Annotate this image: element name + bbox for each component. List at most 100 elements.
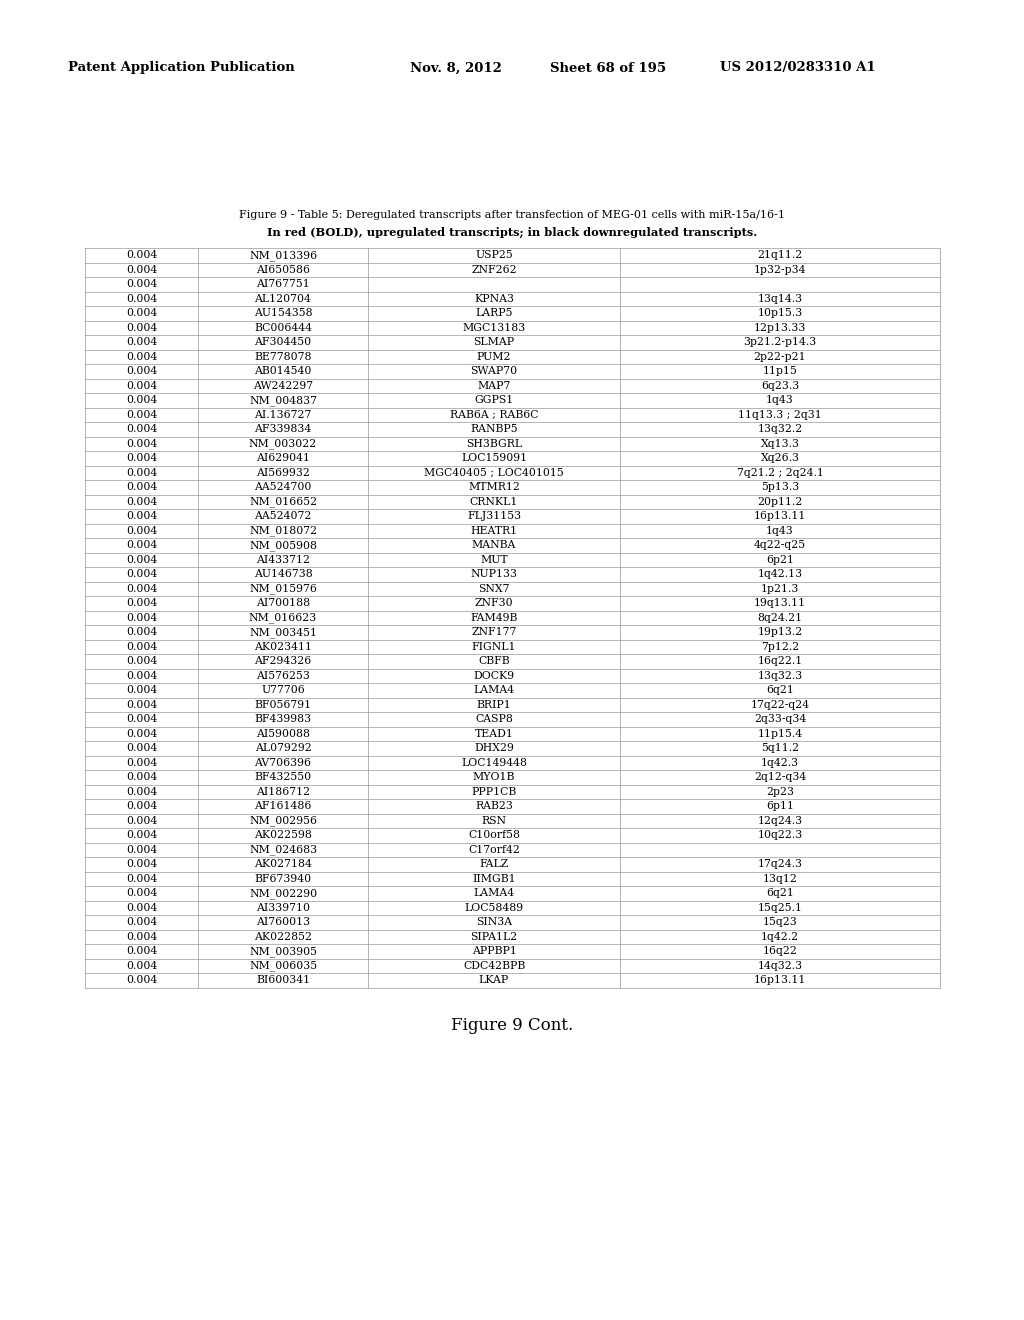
Text: 0.004: 0.004 (126, 685, 157, 696)
Text: 12q24.3: 12q24.3 (758, 816, 803, 826)
Text: BRIP1: BRIP1 (476, 700, 511, 710)
Text: 0.004: 0.004 (126, 453, 157, 463)
Text: AI760013: AI760013 (256, 917, 310, 927)
Text: AK022598: AK022598 (254, 830, 312, 841)
Text: LOC159091: LOC159091 (461, 453, 527, 463)
Text: MAP7: MAP7 (477, 380, 511, 391)
Text: 0.004: 0.004 (126, 859, 157, 870)
Text: NM_002956: NM_002956 (249, 816, 317, 826)
Text: BF432550: BF432550 (254, 772, 311, 783)
Text: PPP1CB: PPP1CB (471, 787, 517, 797)
Text: 0.004: 0.004 (126, 671, 157, 681)
Text: 0.004: 0.004 (126, 932, 157, 941)
Text: ZNF177: ZNF177 (471, 627, 517, 638)
Text: 0.004: 0.004 (126, 511, 157, 521)
Text: Sheet 68 of 195: Sheet 68 of 195 (550, 62, 667, 74)
Text: 1q42.2: 1q42.2 (761, 932, 799, 941)
Text: SH3BGRL: SH3BGRL (466, 438, 522, 449)
Text: NM_004837: NM_004837 (249, 395, 317, 405)
Text: 6p11: 6p11 (766, 801, 794, 812)
Text: HEATR1: HEATR1 (470, 525, 517, 536)
Text: NM_003022: NM_003022 (249, 438, 317, 449)
Text: 16q22: 16q22 (763, 946, 798, 956)
Text: 11p15.4: 11p15.4 (758, 729, 803, 739)
Text: 3p21.2-p14.3: 3p21.2-p14.3 (743, 337, 816, 347)
Text: NM_015976: NM_015976 (249, 583, 317, 594)
Text: AB014540: AB014540 (254, 366, 311, 376)
Text: Figure 9 Cont.: Figure 9 Cont. (451, 1016, 573, 1034)
Text: BC006444: BC006444 (254, 323, 312, 333)
Text: FIGNL1: FIGNL1 (472, 642, 516, 652)
Text: 12p13.33: 12p13.33 (754, 323, 806, 333)
Text: 11q13.3 ; 2q31: 11q13.3 ; 2q31 (738, 409, 822, 420)
Text: 0.004: 0.004 (126, 309, 157, 318)
Text: 0.004: 0.004 (126, 496, 157, 507)
Text: 15q25.1: 15q25.1 (758, 903, 803, 912)
Text: 13q14.3: 13q14.3 (758, 294, 803, 304)
Text: 0.004: 0.004 (126, 366, 157, 376)
Text: AL120704: AL120704 (255, 294, 311, 304)
Text: AI339710: AI339710 (256, 903, 310, 912)
Text: AA524700: AA524700 (254, 482, 311, 492)
Text: 1p32-p34: 1p32-p34 (754, 265, 806, 275)
Text: LOC58489: LOC58489 (465, 903, 523, 912)
Text: AU154358: AU154358 (254, 309, 312, 318)
Text: C17orf42: C17orf42 (468, 845, 520, 855)
Text: 6q23.3: 6q23.3 (761, 380, 799, 391)
Text: 6p21: 6p21 (766, 554, 794, 565)
Text: AI433712: AI433712 (256, 554, 310, 565)
Text: AV706396: AV706396 (255, 758, 311, 768)
Text: MYO1B: MYO1B (473, 772, 515, 783)
Text: CDC42BPB: CDC42BPB (463, 961, 525, 970)
Text: IIMGB1: IIMGB1 (472, 874, 516, 884)
Text: BI600341: BI600341 (256, 975, 310, 985)
Text: USP25: USP25 (475, 251, 513, 260)
Text: AW242297: AW242297 (253, 380, 313, 391)
Text: 10q22.3: 10q22.3 (758, 830, 803, 841)
Text: 0.004: 0.004 (126, 758, 157, 768)
Text: BE778078: BE778078 (254, 351, 311, 362)
Text: 4q22-q25: 4q22-q25 (754, 540, 806, 550)
Text: 2p22-p21: 2p22-p21 (754, 351, 806, 362)
Text: 0.004: 0.004 (126, 351, 157, 362)
Text: 21q11.2: 21q11.2 (758, 251, 803, 260)
Text: 0.004: 0.004 (126, 801, 157, 812)
Text: 13q12: 13q12 (763, 874, 798, 884)
Text: AF294326: AF294326 (254, 656, 311, 667)
Text: 0.004: 0.004 (126, 280, 157, 289)
Text: 2p23: 2p23 (766, 787, 794, 797)
Text: 0.004: 0.004 (126, 874, 157, 884)
Text: 7p12.2: 7p12.2 (761, 642, 799, 652)
Text: 0.004: 0.004 (126, 554, 157, 565)
Text: 13q32.3: 13q32.3 (758, 671, 803, 681)
Text: U77706: U77706 (261, 685, 305, 696)
Text: LARP5: LARP5 (475, 309, 513, 318)
Text: 6q21: 6q21 (766, 888, 794, 898)
Text: LAMA4: LAMA4 (473, 888, 515, 898)
Text: 0.004: 0.004 (126, 700, 157, 710)
Text: 10p15.3: 10p15.3 (758, 309, 803, 318)
Text: NM_005908: NM_005908 (249, 540, 317, 550)
Text: AI629041: AI629041 (256, 453, 310, 463)
Text: SWAP70: SWAP70 (470, 366, 517, 376)
Text: KPNA3: KPNA3 (474, 294, 514, 304)
Text: PUM2: PUM2 (477, 351, 511, 362)
Text: ZNF262: ZNF262 (471, 265, 517, 275)
Text: 0.004: 0.004 (126, 975, 157, 985)
Text: 0.004: 0.004 (126, 642, 157, 652)
Text: Xq13.3: Xq13.3 (761, 438, 800, 449)
Text: 16p13.11: 16p13.11 (754, 975, 806, 985)
Text: 16q22.1: 16q22.1 (758, 656, 803, 667)
Text: 1q42.13: 1q42.13 (758, 569, 803, 579)
Text: AF304450: AF304450 (254, 337, 311, 347)
Text: APPBP1: APPBP1 (472, 946, 516, 956)
Text: 20p11.2: 20p11.2 (758, 496, 803, 507)
Text: 0.004: 0.004 (126, 772, 157, 783)
Text: 0.004: 0.004 (126, 540, 157, 550)
Text: 0.004: 0.004 (126, 598, 157, 609)
Text: LKAP: LKAP (479, 975, 509, 985)
Text: 0.004: 0.004 (126, 583, 157, 594)
Text: 2q33-q34: 2q33-q34 (754, 714, 806, 725)
Text: BF439983: BF439983 (254, 714, 311, 725)
Text: 0.004: 0.004 (126, 656, 157, 667)
